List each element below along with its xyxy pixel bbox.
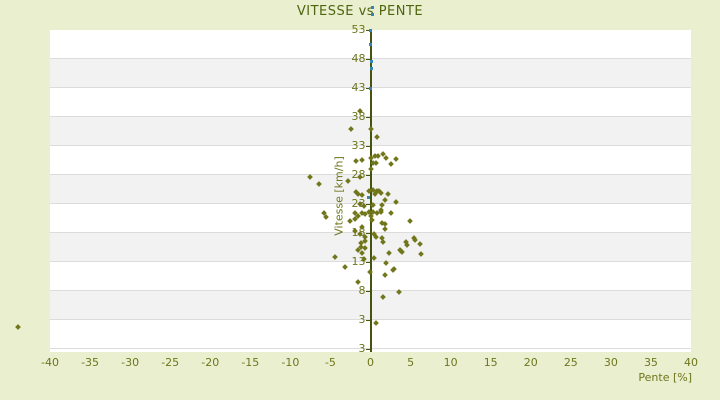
- data-point-series2: [369, 86, 372, 90]
- x-tick-label: 30: [603, 356, 618, 369]
- data-point-series1: [15, 324, 21, 330]
- y-tick-label: 38: [351, 110, 366, 123]
- x-tick-label: -20: [201, 356, 220, 369]
- y-tick-mark: [365, 204, 371, 205]
- y-tick-label: 3: [358, 313, 366, 326]
- x-tick-label: 10: [443, 356, 458, 369]
- y-tick-mark: [365, 59, 371, 60]
- y-tick-mark: [365, 117, 371, 118]
- data-point-series2: [369, 43, 372, 46]
- data-point-series2: [369, 59, 373, 63]
- x-tick-label: -5: [324, 356, 336, 369]
- x-axis-title: Pente [%]: [638, 371, 692, 384]
- y-tick-label: 43: [351, 81, 366, 94]
- data-point-series2: [366, 195, 370, 199]
- x-tick-label: -35: [81, 356, 100, 369]
- x-tick-label: 15: [483, 356, 498, 369]
- x-tick-label: -30: [121, 356, 140, 369]
- y-tick-mark: [365, 320, 371, 321]
- data-point-series2: [371, 12, 374, 16]
- x-tick-label: 35: [643, 356, 658, 369]
- y-tick-mark: [365, 233, 371, 234]
- y-tick-label: 48: [351, 52, 366, 65]
- y-tick-mark: [365, 349, 371, 350]
- x-tick-label: 40: [684, 356, 698, 369]
- y-tick-label: 8: [358, 284, 366, 297]
- y-tick-mark: [365, 175, 371, 176]
- data-point-series2: [369, 66, 373, 70]
- y-tick-mark: [365, 262, 371, 263]
- y-tick-label: 53: [351, 23, 366, 36]
- y-tick-mark: [365, 146, 371, 147]
- y-tick-label: 33: [351, 139, 366, 152]
- data-point-series2: [371, 6, 374, 10]
- x-tick-label: 25: [563, 356, 578, 369]
- x-tick-label: -10: [281, 356, 300, 369]
- y-tick-label: 3: [358, 342, 366, 355]
- data-point-series2: [369, 29, 372, 33]
- y-tick-mark: [365, 291, 371, 292]
- y-tick-mark: [365, 88, 371, 89]
- x-tick-label: -25: [161, 356, 180, 369]
- y-tick-mark: [365, 30, 371, 31]
- chart-title: VITESSE vs PENTE: [296, 4, 424, 19]
- x-tick-label: 0: [367, 356, 374, 369]
- x-tick-label: -40: [41, 356, 59, 369]
- x-tick-label: -15: [241, 356, 260, 369]
- x-tick-label: 5: [407, 356, 415, 369]
- x-tick-label: 20: [523, 356, 538, 369]
